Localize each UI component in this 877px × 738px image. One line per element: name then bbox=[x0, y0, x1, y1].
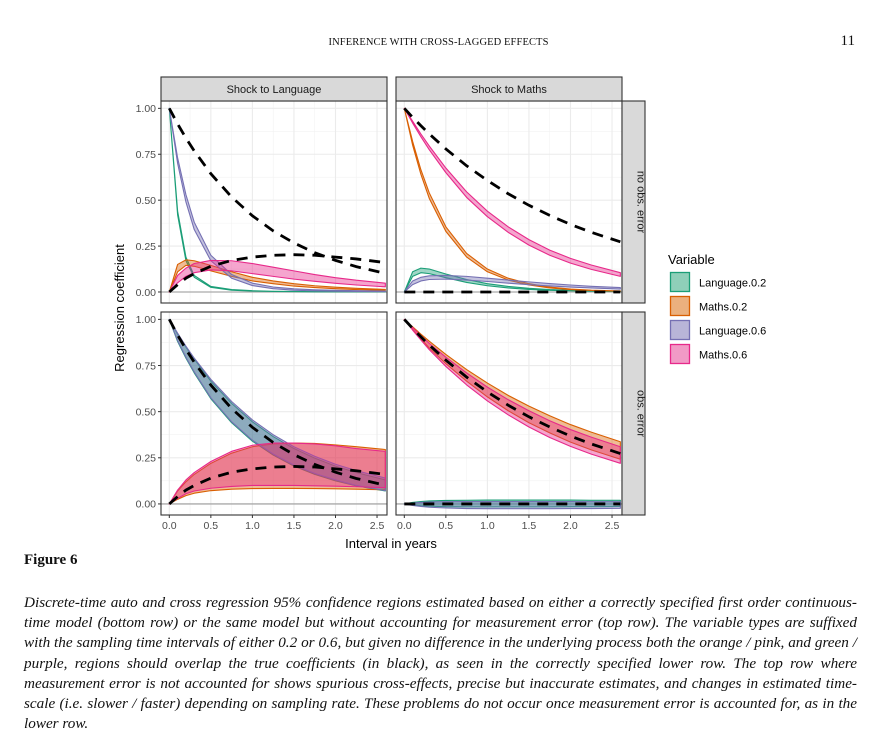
ribbon-language-0-6 bbox=[168, 107, 386, 293]
x-tick-label: 0.5 bbox=[204, 520, 219, 532]
legend-item-maths-0-2: Maths.0.2 bbox=[669, 295, 747, 317]
panel-background bbox=[161, 312, 387, 515]
y-tick-label: 1.00 bbox=[136, 314, 157, 326]
facet-strip-label: Shock to Language bbox=[227, 84, 322, 96]
y-tick-label: 0.25 bbox=[136, 453, 157, 465]
x-tick-label: 0.0 bbox=[162, 520, 177, 532]
x-tick-label: 1.5 bbox=[287, 520, 302, 532]
true-cross-effect-line bbox=[168, 253, 386, 294]
facet-strip-no-obs-error bbox=[621, 100, 646, 304]
ribbon-language-0-6 bbox=[403, 500, 621, 510]
x-tick-label: 1.0 bbox=[480, 520, 495, 532]
legend-item-language-0-6: Language.0.6 bbox=[669, 319, 766, 341]
x-axis-label: Interval in years bbox=[345, 536, 437, 551]
legend-swatch bbox=[669, 295, 691, 317]
y-tick-label: 0.50 bbox=[136, 195, 157, 207]
legend-item-language-0-2: Language.0.2 bbox=[669, 271, 766, 293]
legend-swatch bbox=[669, 343, 691, 365]
x-tick-label: 2.0 bbox=[563, 520, 578, 532]
ribbon-maths-0-6 bbox=[403, 107, 621, 277]
y-tick-label: 0.00 bbox=[136, 287, 157, 299]
panel-obs-error-maths bbox=[395, 311, 623, 516]
true-auto-effect-line bbox=[168, 318, 386, 487]
facet-strip-label: no obs. error bbox=[635, 171, 647, 234]
ribbon-language-0-6 bbox=[403, 274, 621, 293]
panel-no-obs-error-language bbox=[160, 100, 388, 304]
running-head: INFERENCE WITH CROSS-LAGGED EFFECTS bbox=[328, 37, 549, 48]
facet-strip-label: obs. error bbox=[635, 390, 647, 437]
ribbon-maths-0-6 bbox=[168, 259, 386, 293]
facet-strip-maths bbox=[395, 76, 623, 102]
x-tick-label: 2.5 bbox=[370, 520, 385, 532]
x-tick-label: 0.5 bbox=[439, 520, 454, 532]
legend-label: Language.0.2 bbox=[699, 278, 766, 290]
legend-swatch bbox=[669, 271, 691, 293]
panel-border bbox=[160, 311, 388, 516]
legend-label: Language.0.6 bbox=[699, 326, 766, 338]
ribbon-maths-0-6 bbox=[168, 442, 386, 505]
ribbon-maths-0-6 bbox=[403, 318, 621, 464]
y-tick-label: 0.25 bbox=[136, 241, 157, 253]
ribbon-maths-0-2 bbox=[168, 259, 386, 293]
y-axis-label: Regression coefficient bbox=[112, 244, 127, 372]
facet-strip-language bbox=[160, 76, 388, 102]
legend-title: Variable bbox=[668, 252, 715, 267]
page-number: 11 bbox=[840, 33, 855, 49]
panel-background bbox=[161, 101, 387, 303]
x-tick-label: 0.0 bbox=[397, 520, 412, 532]
x-tick-label: 1.0 bbox=[245, 520, 260, 532]
y-tick-label: 0.50 bbox=[136, 406, 157, 418]
panel-background bbox=[396, 312, 622, 515]
legend-item-maths-0-6: Maths.0.6 bbox=[669, 343, 747, 365]
legend-swatch bbox=[669, 319, 691, 341]
true-auto-effect-line bbox=[403, 107, 621, 244]
legend: Variable Language.0.2 Maths.0.2 Language.0… bbox=[668, 252, 766, 365]
true-auto-effect-line bbox=[403, 318, 621, 455]
panel-obs-error-language bbox=[160, 311, 388, 516]
legend-label: Maths.0.2 bbox=[699, 302, 747, 314]
panel-no-obs-error-maths bbox=[395, 100, 623, 304]
y-tick-label: 0.75 bbox=[136, 149, 157, 161]
y-tick-label: 1.00 bbox=[136, 103, 157, 115]
y-tick-label: 0.75 bbox=[136, 360, 157, 372]
figure-caption: Discrete-time auto and cross regression … bbox=[24, 594, 857, 733]
x-tick-label: 2.5 bbox=[605, 520, 620, 532]
true-cross-effect-line bbox=[168, 465, 386, 505]
x-tick-label: 1.5 bbox=[522, 520, 537, 532]
y-tick-label: 0.00 bbox=[136, 499, 157, 511]
x-tick-label: 2.0 bbox=[328, 520, 343, 532]
facet-strip-obs-error bbox=[621, 311, 646, 516]
figure-label: Figure 6 bbox=[24, 552, 78, 568]
faceted-chart: Shock to Language Shock to Maths no obs. e… bbox=[112, 76, 766, 551]
facet-strip-label: Shock to Maths bbox=[471, 84, 547, 96]
true-auto-effect-line bbox=[168, 107, 386, 275]
legend-label: Maths.0.6 bbox=[699, 350, 747, 362]
